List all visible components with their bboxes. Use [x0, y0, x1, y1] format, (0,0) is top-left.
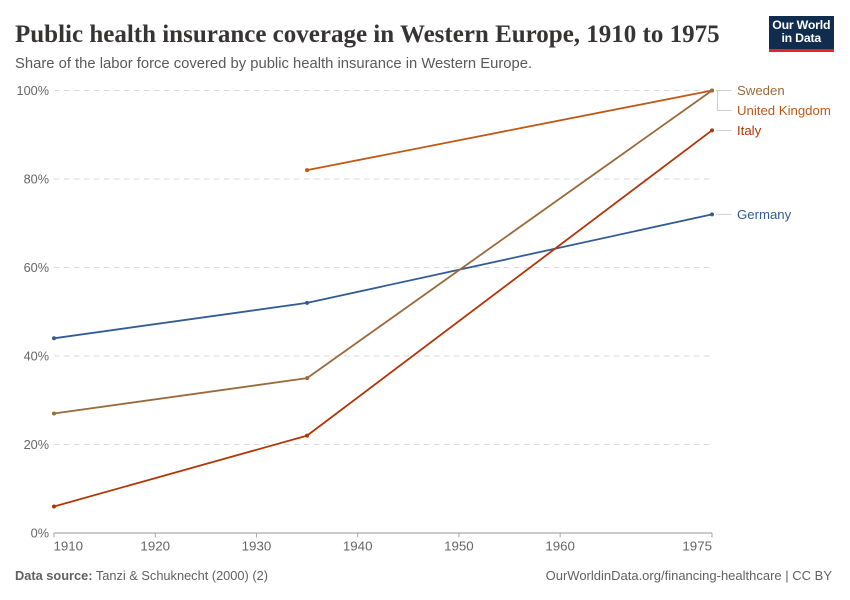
y-axis-tick-label: 80%	[24, 173, 49, 187]
data-point-italy[interactable]	[305, 433, 310, 438]
x-axis-tick-label: 1975	[682, 538, 712, 553]
series-line-sweden[interactable]	[53, 89, 713, 415]
owid-logo[interactable]: Our World in Data	[769, 15, 834, 52]
data-point-germany[interactable]	[710, 212, 714, 217]
chart-title: Public health insurance coverage in West…	[15, 21, 720, 48]
series-label-germany: Germany	[737, 207, 792, 222]
series-label-sweden: Sweden	[737, 83, 785, 98]
data-point-italy[interactable]	[710, 128, 714, 133]
data-source-label: Data source:	[15, 568, 93, 583]
data-source-value: Tanzi & Schuknecht (2000) (2)	[95, 568, 268, 583]
y-axis-tick-label: 40%	[24, 350, 49, 364]
data-point-united-kingdom[interactable]	[305, 168, 310, 173]
footer-data-source: Data source: Tanzi & Schuknecht (2000) (…	[15, 568, 268, 583]
series-label-italy: Italy	[737, 123, 762, 138]
y-axis-tick-label: 0%	[31, 527, 49, 541]
series-line-italy[interactable]	[53, 129, 713, 508]
x-axis-tick-label: 1920	[140, 538, 170, 553]
logo-line-2: in Data	[781, 31, 822, 45]
label-connector	[716, 90, 732, 111]
x-axis-tick-label: 1950	[444, 538, 474, 553]
x-axis-tick-label: 1960	[545, 538, 575, 553]
data-point-sweden[interactable]	[305, 376, 310, 381]
y-axis-tick-label: 20%	[24, 438, 49, 452]
series-label-united-kingdom: United Kingdom	[737, 103, 831, 118]
chart-subtitle: Share of the labor force covered by publ…	[15, 56, 533, 72]
footer-credit[interactable]: OurWorldinData.org/financing-healthcare …	[545, 568, 832, 583]
y-axis-tick-label: 100%	[17, 84, 49, 98]
series-line-united-kingdom[interactable]	[306, 89, 713, 172]
data-point-sweden[interactable]	[52, 411, 56, 416]
x-axis-tick-label: 1930	[242, 538, 272, 553]
x-axis-tick-label: 1910	[54, 538, 84, 553]
data-point-sweden[interactable]	[710, 88, 714, 93]
y-axis-tick-label: 60%	[24, 261, 49, 275]
logo-line-1: Our World	[772, 17, 831, 32]
x-axis-tick-label: 1940	[343, 538, 373, 553]
series-line-germany[interactable]	[53, 213, 713, 340]
data-point-italy[interactable]	[52, 504, 56, 509]
data-point-germany[interactable]	[52, 336, 56, 341]
data-point-germany[interactable]	[305, 300, 310, 305]
